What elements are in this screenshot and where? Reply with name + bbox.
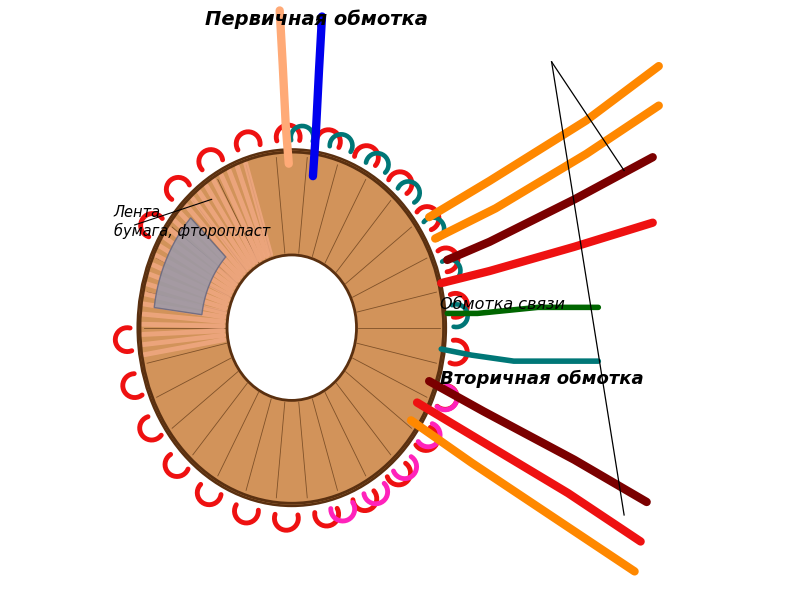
Text: Обмотка связи: Обмотка связи xyxy=(439,297,565,312)
Text: Вторичная обмотка: Вторичная обмотка xyxy=(439,370,644,388)
Ellipse shape xyxy=(138,149,446,506)
Polygon shape xyxy=(154,218,226,314)
Ellipse shape xyxy=(227,255,357,401)
Text: Лента
бумага, фторопласт: Лента бумага, фторопласт xyxy=(114,205,270,239)
Ellipse shape xyxy=(228,256,355,399)
Text: Первичная обмотка: Первичная обмотка xyxy=(204,9,428,29)
